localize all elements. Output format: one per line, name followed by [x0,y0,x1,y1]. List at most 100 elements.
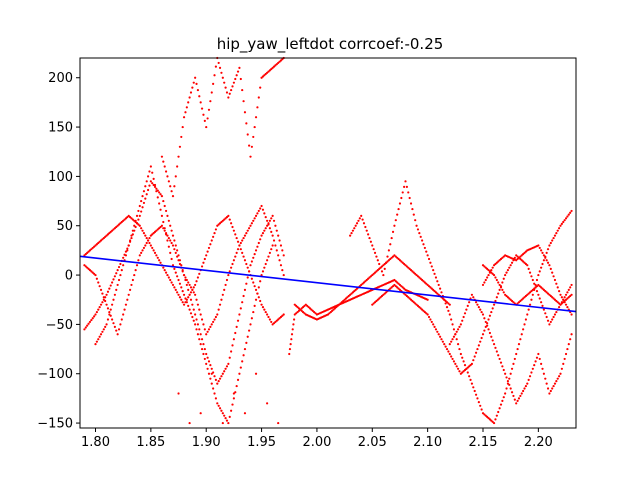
data-point [391,230,395,233]
data-point [248,227,251,230]
data-point [203,328,206,331]
data-point [483,317,486,320]
data-point [224,367,227,370]
data-point [250,317,253,320]
data-point [501,288,504,291]
data-point [122,256,125,259]
data-point [259,299,262,303]
data-point [469,378,472,381]
data-point [472,296,475,299]
data-point [95,310,98,314]
data-point [515,402,518,405]
data-point [448,313,451,316]
data-point [542,308,545,311]
data-point [234,331,237,335]
data-point [270,230,273,233]
data-point [163,269,166,272]
data-point [120,269,123,272]
data-point [354,224,357,227]
data-point [355,222,359,225]
data-point [133,273,136,277]
data-point [182,273,186,277]
data-point [200,347,204,351]
data-point [99,288,103,291]
data-point [230,266,233,269]
data-point [254,372,258,375]
data-point [206,330,209,333]
data-point [203,357,206,361]
data-point [541,262,544,266]
data-point [223,370,226,373]
data-point [275,249,278,252]
data-point [499,286,503,289]
data-point [379,266,382,269]
data-point [227,421,230,425]
data-point [238,313,241,316]
data-point [555,380,558,383]
data-point [452,328,456,331]
data-point [236,378,240,381]
data-point [195,298,198,301]
data-point [459,323,462,326]
data-point [232,397,235,400]
data-point [268,219,271,222]
data-point [195,318,198,321]
data-point [477,306,480,309]
data-point [102,328,105,331]
data-point [541,367,544,370]
data-point [196,303,200,306]
data-point [441,340,444,343]
data-point [192,81,195,84]
data-point [403,185,406,188]
data-point [520,392,523,395]
data-point [416,228,420,231]
data-point [479,404,482,407]
data-point [253,125,256,129]
data-point [185,106,188,109]
data-point [259,280,262,283]
data-point [570,313,573,316]
data-point [178,282,182,285]
data-point [502,291,505,294]
data-point [216,313,219,316]
data-point [254,249,258,252]
data-point [468,375,471,378]
data-point [552,384,555,388]
data-point [210,91,213,94]
data-point [253,285,256,288]
data-point [492,343,496,346]
data-point [246,229,249,232]
data-point [390,236,393,240]
data-point [257,296,260,299]
data-point [252,281,255,284]
data-point [281,269,284,272]
data-point [207,108,211,111]
data-point [289,343,292,346]
data-point [445,306,449,309]
regression-line [79,255,577,313]
data-point [250,145,253,148]
data-point [418,232,421,235]
data-point [113,325,116,328]
data-point [216,402,219,405]
data-point [463,312,467,315]
data-point [207,360,211,363]
data-point [570,209,573,213]
data-point [191,303,194,306]
data-point [220,71,223,74]
data-point [177,155,180,158]
y-tick-label: −50 [46,318,73,333]
x-axis: 1.80 1.85 1.90 1.95 2.00 2.05 2.10 2.15 2.20 [81,428,553,450]
data-point [232,81,235,84]
data-point [527,378,530,381]
y-tick-label: 50 [56,219,73,234]
data-point [181,290,184,293]
data-point [169,185,172,188]
data-point [270,248,273,251]
regression-line-layer [79,255,577,313]
data-point [389,243,392,246]
data-point [115,329,118,332]
data-point [162,160,165,163]
data-point [274,224,277,227]
data-point [207,372,211,375]
